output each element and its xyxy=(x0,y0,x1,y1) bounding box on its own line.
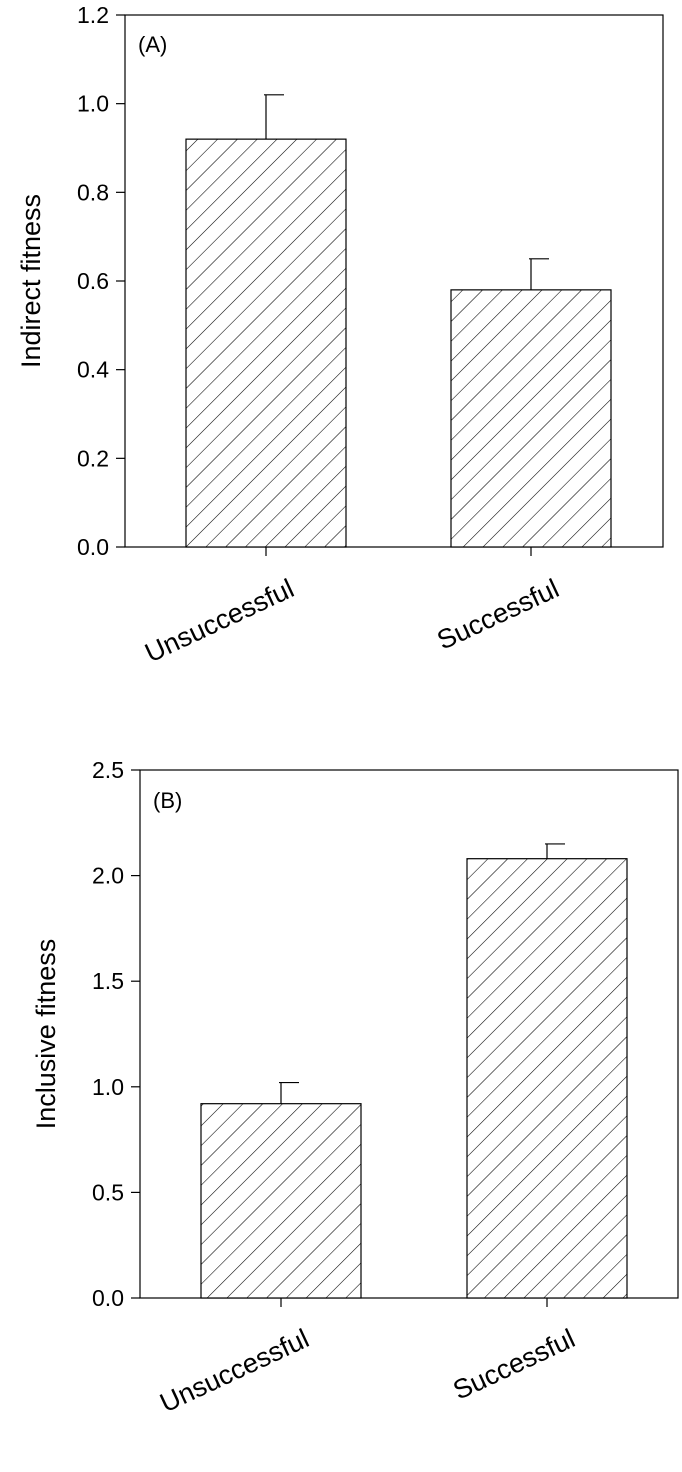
y-tick-label: 0.8 xyxy=(77,179,109,205)
panel-a-y-ticks: 0.0 0.2 0.4 0.6 0.8 1.0 1.2 xyxy=(77,2,125,560)
panel-a-x-ticks: Unsuccessful Successful xyxy=(140,547,564,668)
bar xyxy=(185,138,347,548)
panel-b-plot-frame xyxy=(139,769,679,1299)
y-tick-label: 1.0 xyxy=(92,1074,124,1100)
y-tick-label: 0.2 xyxy=(77,445,109,471)
panel-b-bars xyxy=(200,843,628,1299)
y-tick-label: 0.6 xyxy=(77,268,109,294)
bar xyxy=(450,289,612,548)
panel-b-y-axis-label: Inclusive fitness xyxy=(31,939,61,1130)
x-tick-label: Successful xyxy=(449,1323,580,1405)
x-tick-label: Successful xyxy=(433,573,564,655)
panel-b: (B) Inclusive fitness 0.0 0.5 1.0 1.5 2.0 2.5… xyxy=(31,757,679,1418)
y-tick-label: 2.0 xyxy=(92,863,124,889)
y-tick-label: 1.2 xyxy=(77,2,109,28)
bar xyxy=(200,1103,362,1299)
panel-b-y-ticks: 0.0 0.5 1.0 1.5 2.0 2.5 xyxy=(92,757,140,1311)
y-tick-label: 1.0 xyxy=(77,91,109,117)
y-tick-label: 2.5 xyxy=(92,757,124,783)
bar xyxy=(466,858,628,1299)
panel-a-bars xyxy=(185,94,612,548)
y-tick-label: 0.0 xyxy=(77,534,109,560)
panel-a-y-axis-label: Indirect fitness xyxy=(16,194,46,368)
panel-a: (A) Indirect fitness 0.0 0.2 0.4 0.6 0.8 1.0 1… xyxy=(16,2,664,668)
panel-a-label: (A) xyxy=(138,32,167,57)
x-tick-label: Unsuccessful xyxy=(140,573,298,668)
x-tick-label: Unsuccessful xyxy=(155,1323,313,1418)
y-tick-label: 0.4 xyxy=(77,357,109,383)
panel-b-x-ticks: Unsuccessful Successful xyxy=(155,1298,580,1418)
y-tick-label: 0.5 xyxy=(92,1179,124,1205)
y-tick-label: 0.0 xyxy=(92,1285,124,1311)
y-tick-label: 1.5 xyxy=(92,968,124,994)
panel-b-label: (B) xyxy=(153,788,182,813)
